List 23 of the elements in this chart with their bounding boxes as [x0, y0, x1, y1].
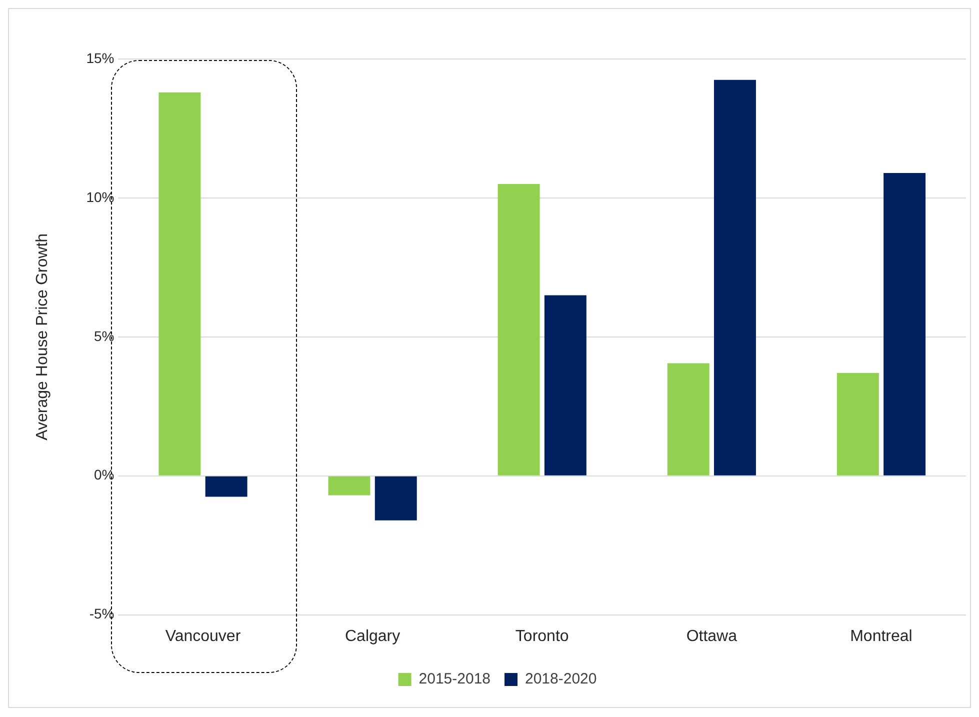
legend-label: 2018-2020 [525, 670, 597, 688]
bar [836, 373, 879, 476]
y-tick-label: 0% [94, 466, 114, 483]
legend-label: 2015-2018 [418, 670, 490, 688]
x-tick-label: Calgary [344, 628, 400, 645]
bar [205, 476, 248, 497]
bar [884, 172, 926, 476]
y-tick-label: 15% [86, 50, 114, 66]
x-tick-label: Ottawa [686, 628, 738, 645]
y-tick-label: -5% [89, 606, 114, 622]
bar [158, 92, 201, 476]
bar [544, 295, 586, 476]
y-tick-label: 5% [94, 328, 114, 344]
y-axis-title: Average House Price Growth [34, 233, 52, 440]
bar [714, 80, 756, 476]
bar [328, 476, 370, 496]
x-tick-label: Vancouver [165, 628, 242, 645]
bar [498, 184, 540, 476]
x-tick-label: Toronto [515, 628, 569, 645]
bar [667, 363, 710, 476]
bar [374, 476, 417, 520]
y-tick-label: 10% [86, 188, 114, 205]
x-tick-label: Montreal [850, 628, 912, 645]
